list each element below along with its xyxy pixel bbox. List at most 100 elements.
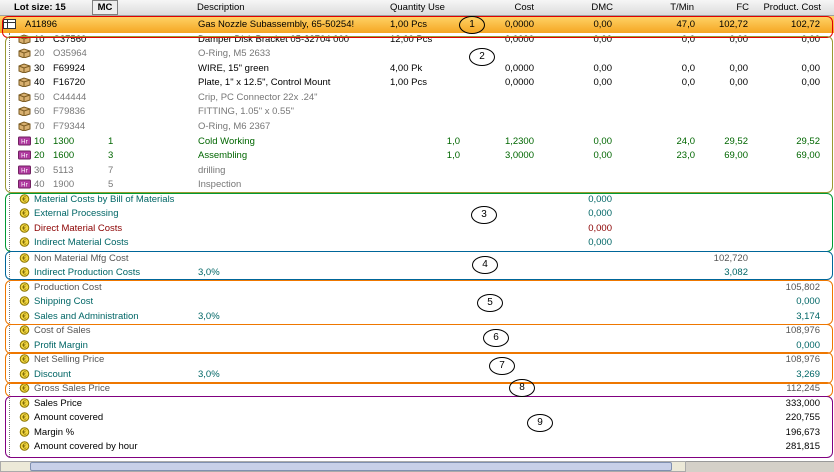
part-icon	[18, 63, 31, 74]
summary-label: Indirect Material Costs	[34, 237, 129, 248]
summary-product-cost: 0,000	[796, 340, 820, 351]
cell-qty: 1,0	[446, 136, 460, 147]
coin-icon: €	[18, 282, 31, 292]
svg-text:€: €	[22, 210, 26, 218]
bom-row[interactable]: 50 C44444 Crip, PC Connector 22x .24"	[0, 91, 834, 104]
cell-seq: 7	[108, 165, 114, 176]
bom-row[interactable]: 20 O35964 O-Ring, M5 2633	[0, 47, 834, 60]
bom-row[interactable]: Hr 40 1900 5 Inspection	[0, 178, 834, 191]
cell-pos: 60	[34, 106, 45, 117]
cell-dmc: 0,00	[593, 150, 613, 161]
cell-pos: 30	[34, 165, 45, 176]
part-icon	[18, 92, 31, 103]
summary-row[interactable]: € Direct Material Costs 0,000	[0, 222, 834, 235]
summary-row[interactable]: € Sales and Administration 3,0% 3,174	[0, 310, 834, 323]
summary-label: External Processing	[34, 208, 119, 219]
cell-id: F16720	[53, 77, 86, 88]
operation-icon: Hr	[18, 150, 31, 160]
summary-row[interactable]: € Discount 3,0% 3,269	[0, 368, 834, 381]
coin-icon: €	[18, 237, 31, 247]
summary-row[interactable]: € Cost of Sales 108,976	[0, 324, 834, 337]
col-product-cost[interactable]: Product. Cost	[763, 2, 821, 13]
summary-dmc: 0,000	[588, 237, 612, 248]
summary-row[interactable]: € Gross Sales Price 112,245	[0, 382, 834, 395]
svg-text:€: €	[22, 225, 26, 233]
svg-text:€: €	[22, 298, 26, 306]
coin-icon: €	[18, 296, 31, 306]
bom-row[interactable]: 30 F69924 WIRE, 15" green 4,00 Pk 0,0000 0,00…	[0, 62, 834, 75]
summary-row[interactable]: € Sales Price 333,000	[0, 397, 834, 410]
summary-row[interactable]: € Material Costs by Bill of Materials 0,00…	[0, 193, 834, 206]
cell-cost: 3,0000	[504, 150, 534, 161]
summary-row[interactable]: € Amount covered 220,755	[0, 411, 834, 424]
summary-product-cost: 105,802	[785, 282, 820, 293]
cell-qty: 1,0	[446, 150, 460, 161]
summary-product-cost: 220,755	[785, 412, 820, 423]
cell-pos: 30	[34, 63, 45, 74]
part-icon	[18, 106, 31, 117]
annotation-callout: 7	[489, 357, 515, 375]
bom-row[interactable]: 10 C37560 Damper Disk Bracket 05-32704 000…	[0, 33, 834, 46]
cell-id: 5113	[53, 165, 74, 176]
coin-icon: €	[18, 441, 31, 451]
cell-pc: 102,72	[790, 19, 820, 30]
cell-id: 1600	[53, 150, 75, 161]
bom-row[interactable]: Hr 20 1600 3 Assembling 1,0 3,0000 0,00 23,0 69,0…	[0, 149, 834, 162]
annotation-callout: 6	[483, 329, 509, 347]
operation-icon: Hr	[18, 179, 31, 189]
cell-qty: 1,00 Pcs	[390, 19, 427, 30]
tree-line	[9, 33, 10, 457]
bom-row[interactable]: 40 F16720 Plate, 1" x 12.5", Control Mount…	[0, 76, 834, 89]
mc-button[interactable]: MC	[92, 0, 118, 15]
svg-text:€: €	[22, 196, 26, 204]
col-fc[interactable]: FC	[736, 2, 749, 13]
summary-row[interactable]: € Shipping Cost 0,000	[0, 295, 834, 308]
summary-row[interactable]: € Net Selling Price 108,976	[0, 353, 834, 366]
summary-fc: 102,720	[713, 253, 748, 264]
scrollbar-thumb[interactable]	[30, 462, 672, 471]
coin-icon: €	[18, 427, 31, 437]
cell-cost: 0,0000	[504, 63, 534, 74]
annotation-callout: 5	[477, 294, 503, 312]
summary-row[interactable]: € Indirect Material Costs 0,000	[0, 236, 834, 249]
bom-row[interactable]: Hr 30 5113 7 drilling	[0, 164, 834, 177]
summary-row[interactable]: € External Processing 0,000	[0, 207, 834, 220]
summary-row[interactable]: € Indirect Production Costs 3,0% 3,082	[0, 266, 834, 279]
col-quantity-use[interactable]: Quantity Use	[390, 2, 445, 13]
summary-label: Sales Price	[34, 398, 83, 409]
summary-row[interactable]: € Non Material Mfg Cost 102,720	[0, 252, 834, 265]
svg-text:€: €	[22, 414, 26, 422]
cell-desc: O-Ring, M6 2367	[198, 121, 271, 132]
bom-row[interactable]: Hr 10 1300 1 Cold Working 1,0 1,2300 0,00 24,0 29…	[0, 135, 834, 148]
svg-text:Hr: Hr	[21, 139, 29, 146]
cell-fc: 69,00	[724, 150, 748, 161]
bom-row[interactable]: A11896 Gas Nozzle Subassembly, 65-50254! 1…	[0, 18, 834, 31]
summary-label: Shipping Cost	[34, 296, 94, 307]
cell-id: F79344	[53, 121, 86, 132]
col-description[interactable]: Description	[197, 2, 245, 13]
bom-row[interactable]: 60 F79836 FITTING, 1.05" x 0.55"	[0, 105, 834, 118]
cell-pos: 20	[34, 150, 45, 161]
summary-row[interactable]: € Production Cost 105,802	[0, 281, 834, 294]
cell-fc: 0,00	[729, 77, 749, 88]
summary-row[interactable]: € Margin % 196,673	[0, 426, 834, 439]
summary-label: Material Costs by Bill of Materials	[34, 194, 175, 205]
annotation-callout: 1	[459, 16, 485, 34]
svg-text:€: €	[22, 313, 26, 321]
summary-label: Production Cost	[34, 282, 102, 293]
summary-dmc: 0,000	[588, 194, 612, 205]
bom-row[interactable]: 70 F79344 O-Ring, M6 2367	[0, 120, 834, 133]
cell-pos: 70	[34, 121, 45, 132]
part-icon	[18, 77, 31, 88]
col-dmc[interactable]: DMC	[591, 2, 613, 13]
svg-text:€: €	[22, 400, 26, 408]
cell-id: O35964	[53, 48, 87, 59]
col-cost[interactable]: Cost	[514, 2, 534, 13]
summary-row[interactable]: € Profit Margin 0,000	[0, 339, 834, 352]
summary-label: Margin %	[34, 427, 75, 438]
summary-row[interactable]: € Amount covered by hour 281,815	[0, 440, 834, 453]
cell-tmin: 23,0	[676, 150, 696, 161]
summary-product-cost: 112,245	[786, 383, 820, 394]
col-tmin[interactable]: T/Min	[670, 2, 694, 13]
coin-icon: €	[18, 340, 31, 350]
